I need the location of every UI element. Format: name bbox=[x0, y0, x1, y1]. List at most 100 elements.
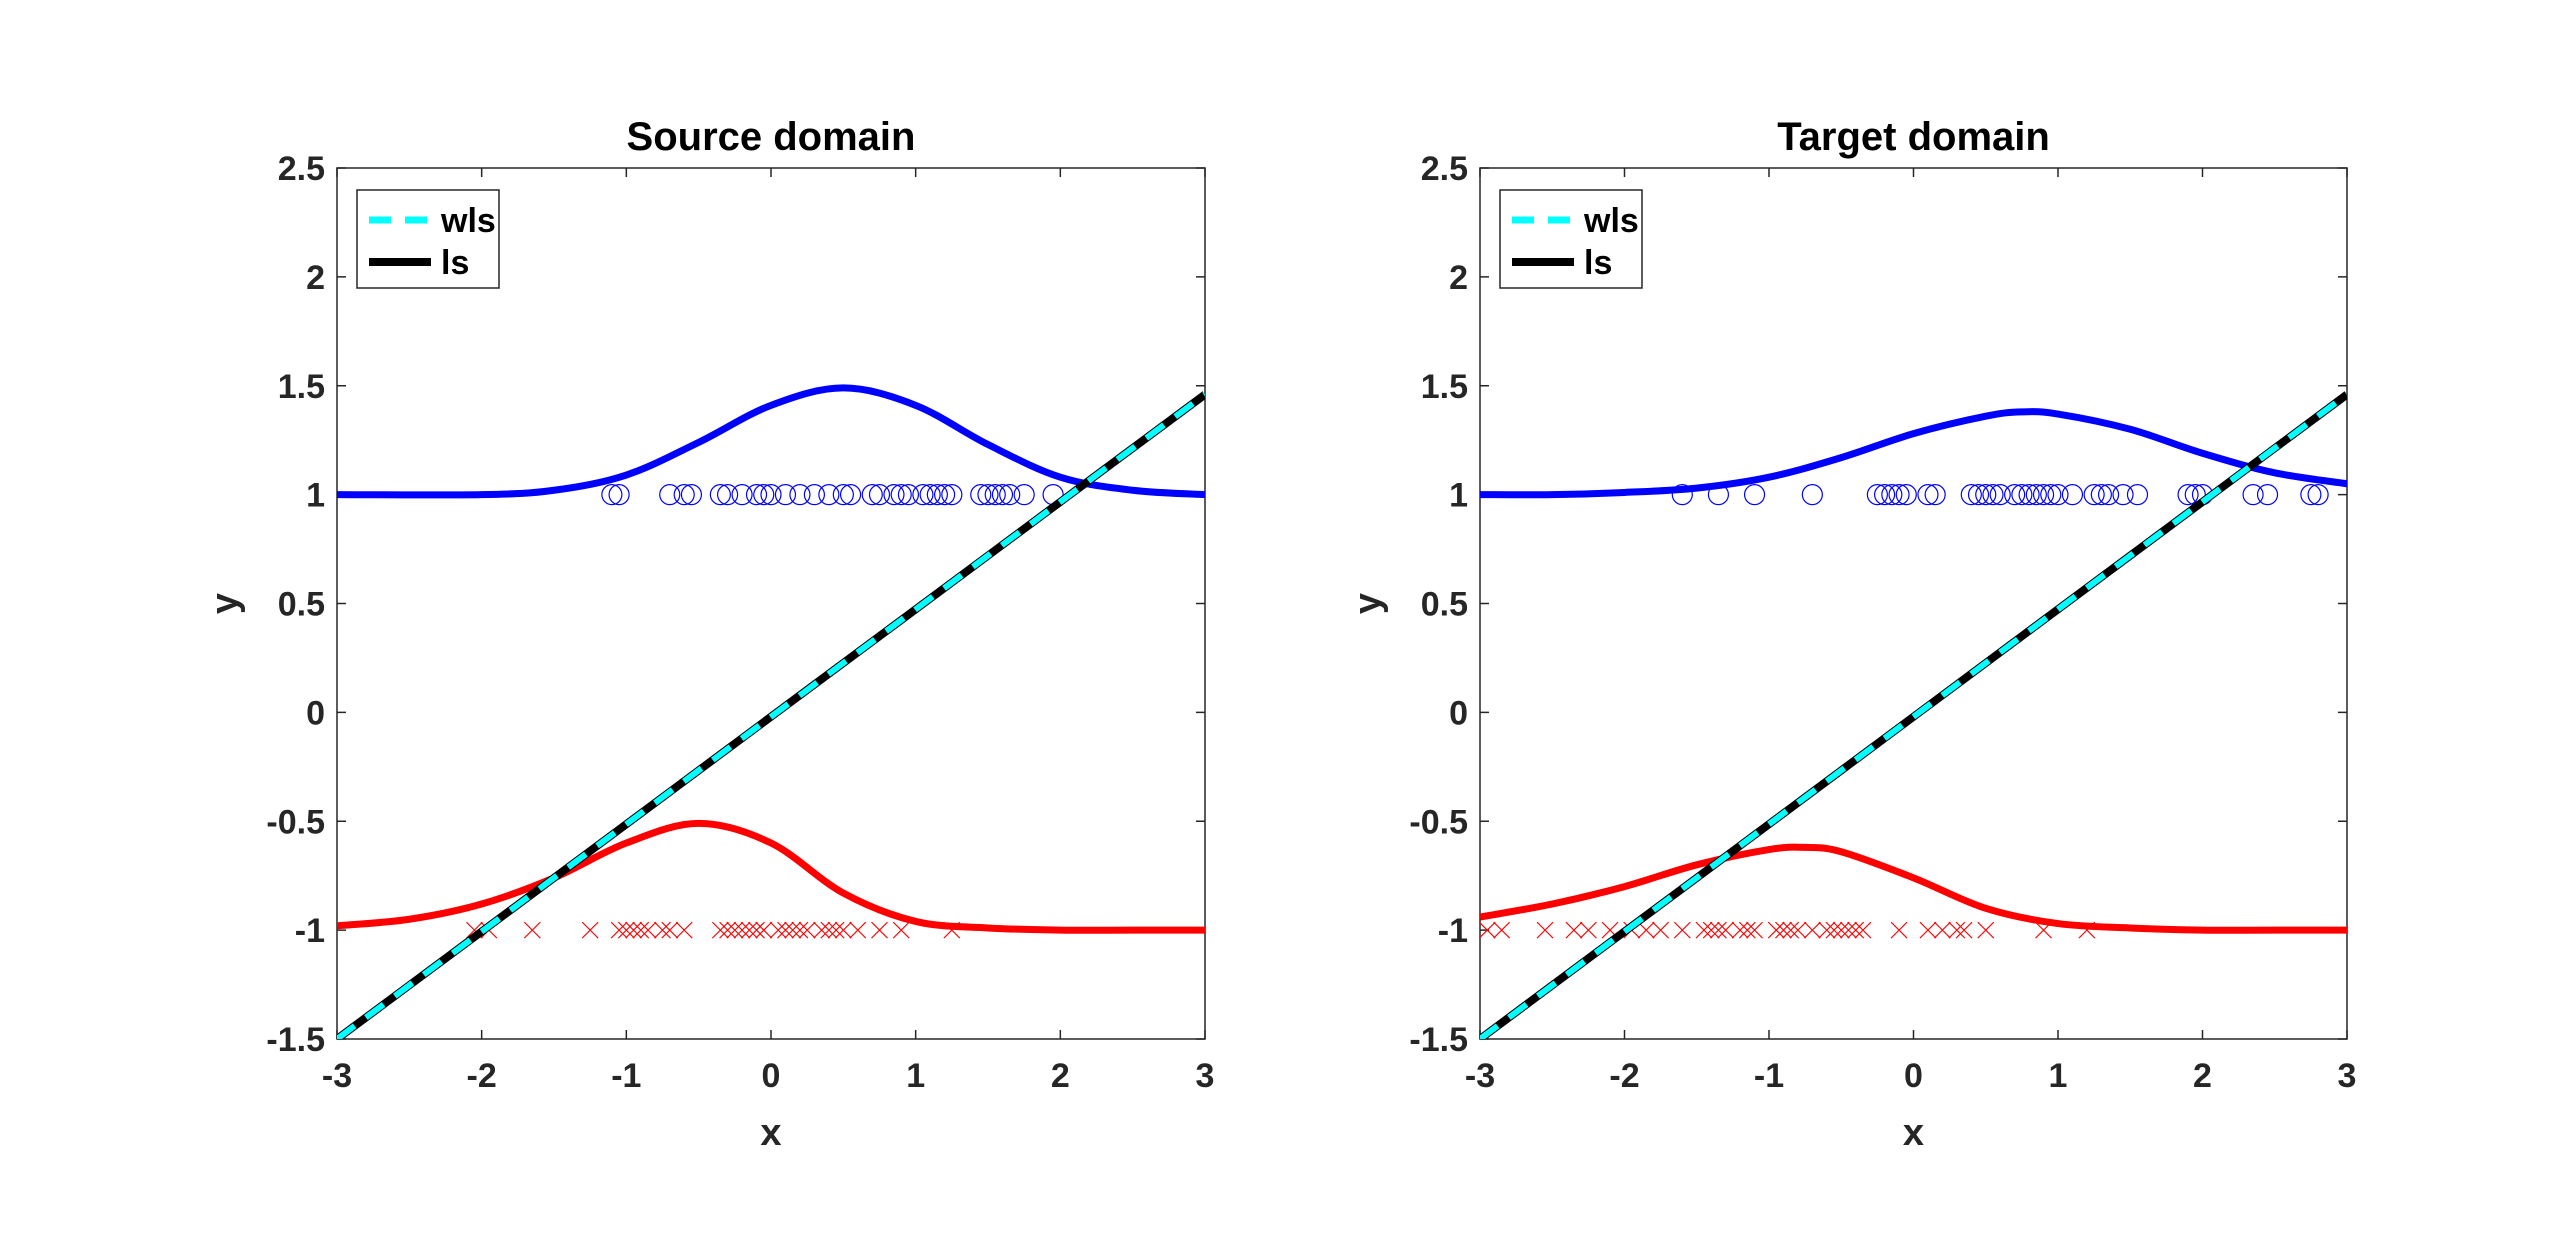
legend-label-ls: ls bbox=[441, 244, 469, 282]
circle-marker bbox=[890, 484, 912, 506]
cross-marker bbox=[1890, 921, 1908, 939]
blue-curve bbox=[337, 384, 1205, 499]
circle-marker bbox=[2097, 484, 2120, 506]
circle-marker bbox=[2090, 484, 2112, 506]
cross-marker bbox=[1480, 921, 1496, 939]
x-tick-label: -1 bbox=[611, 1057, 641, 1095]
circle-marker bbox=[883, 484, 905, 506]
x-tick-label: 1 bbox=[2049, 1057, 2068, 1095]
chart-title: Target domain bbox=[1777, 115, 2050, 159]
cross-marker bbox=[1832, 921, 1850, 939]
cross-marker bbox=[1955, 921, 1973, 939]
cross-marker bbox=[834, 921, 852, 939]
cross-marker bbox=[1919, 921, 1937, 939]
cross-marker bbox=[784, 921, 802, 939]
y-tick-label: -0.5 bbox=[266, 803, 325, 841]
circle-marker bbox=[1013, 484, 1035, 506]
plot-area bbox=[337, 384, 1205, 1039]
circle-marker bbox=[789, 484, 811, 506]
cross-marker bbox=[791, 921, 809, 939]
axes-box bbox=[1479, 167, 2348, 1040]
cross-marker bbox=[1854, 921, 1872, 939]
y-tick-label: 2.5 bbox=[278, 150, 325, 188]
circle-marker bbox=[753, 484, 775, 506]
cross-marker bbox=[719, 921, 737, 939]
circle-marker bbox=[601, 484, 623, 506]
circle-marker bbox=[2242, 484, 2264, 506]
circle-marker bbox=[1888, 484, 1910, 506]
legend: wls ls bbox=[356, 189, 500, 289]
y-tick-label: 0 bbox=[306, 694, 325, 732]
cross-marker bbox=[827, 921, 845, 939]
cross-marker bbox=[777, 921, 794, 939]
circle-marker bbox=[1671, 484, 1693, 506]
cross-marker bbox=[1695, 921, 1713, 939]
x-tick-label: 1 bbox=[906, 1057, 925, 1095]
series-line-wls bbox=[337, 392, 1205, 1039]
circle-marker bbox=[2177, 484, 2199, 506]
cross-marker bbox=[1840, 921, 1857, 939]
cross-marker bbox=[871, 921, 888, 939]
circle-marker bbox=[1960, 484, 1982, 506]
cross-marker bbox=[755, 921, 773, 939]
circle-marker bbox=[941, 484, 963, 506]
cross-marker bbox=[1731, 921, 1749, 939]
circle-marker bbox=[731, 484, 753, 506]
circle-marker bbox=[2083, 484, 2105, 506]
y-tick-label: -1 bbox=[295, 912, 325, 950]
circle-marker bbox=[608, 484, 630, 506]
circle-marker bbox=[1989, 484, 2011, 506]
cross-marker bbox=[639, 921, 657, 939]
x-axis-label: x bbox=[760, 1112, 781, 1154]
circle-marker bbox=[2018, 484, 2040, 506]
y-axis-label: y bbox=[204, 593, 246, 614]
y-tick-label: 2 bbox=[1449, 259, 1468, 297]
circle-marker bbox=[2047, 484, 2069, 506]
red-curve bbox=[337, 819, 1205, 934]
circle-marker bbox=[912, 484, 934, 506]
cross-marker bbox=[581, 921, 599, 939]
x-tick-label: -2 bbox=[467, 1057, 497, 1095]
circle-marker bbox=[2126, 484, 2149, 506]
y-tick-label: 0.5 bbox=[1421, 586, 1468, 624]
cross-marker bbox=[1579, 921, 1597, 939]
cross-marker bbox=[726, 921, 744, 939]
circle-marker bbox=[1881, 484, 1903, 506]
x-tick-label: -3 bbox=[322, 1057, 352, 1095]
circle-marker bbox=[2300, 484, 2322, 506]
circle-marker bbox=[2025, 484, 2047, 506]
circle-marker bbox=[709, 484, 731, 506]
plot-area bbox=[1480, 391, 2347, 1039]
cross-marker bbox=[1803, 921, 1821, 939]
cross-marker bbox=[1746, 921, 1763, 939]
circle-marker bbox=[1873, 484, 1896, 506]
cross-marker bbox=[769, 921, 787, 939]
circle-marker bbox=[1801, 484, 1823, 506]
circle-marker bbox=[2004, 484, 2026, 506]
circle-marker bbox=[919, 484, 941, 506]
cross-marker bbox=[617, 921, 635, 939]
cross-marker bbox=[523, 921, 541, 939]
cross-marker bbox=[798, 921, 816, 939]
circle-marker bbox=[2112, 484, 2134, 506]
legend-label-ls: ls bbox=[1584, 244, 1612, 282]
y-tick-label: 2 bbox=[306, 259, 325, 297]
y-tick-label: 1 bbox=[1449, 477, 1468, 515]
x-tick-label: -2 bbox=[1609, 1057, 1639, 1095]
cross-marker bbox=[1948, 921, 1966, 939]
y-tick-label: 0 bbox=[1449, 694, 1468, 732]
circle-marker bbox=[2307, 484, 2329, 506]
cross-marker bbox=[661, 921, 679, 939]
cross-marker bbox=[1933, 921, 1951, 939]
cross-marker bbox=[675, 921, 693, 939]
y-tick-label: 1.5 bbox=[1421, 368, 1468, 406]
circle-marker bbox=[832, 484, 854, 506]
y-axis-label: y bbox=[1347, 593, 1389, 614]
circle-marker bbox=[745, 484, 768, 506]
cross-marker bbox=[1825, 921, 1843, 939]
y-tick-label: 1 bbox=[306, 477, 325, 515]
circle-marker bbox=[933, 484, 956, 506]
circle-marker bbox=[818, 484, 840, 506]
cross-marker bbox=[711, 921, 729, 939]
red-curve bbox=[1480, 843, 2347, 934]
